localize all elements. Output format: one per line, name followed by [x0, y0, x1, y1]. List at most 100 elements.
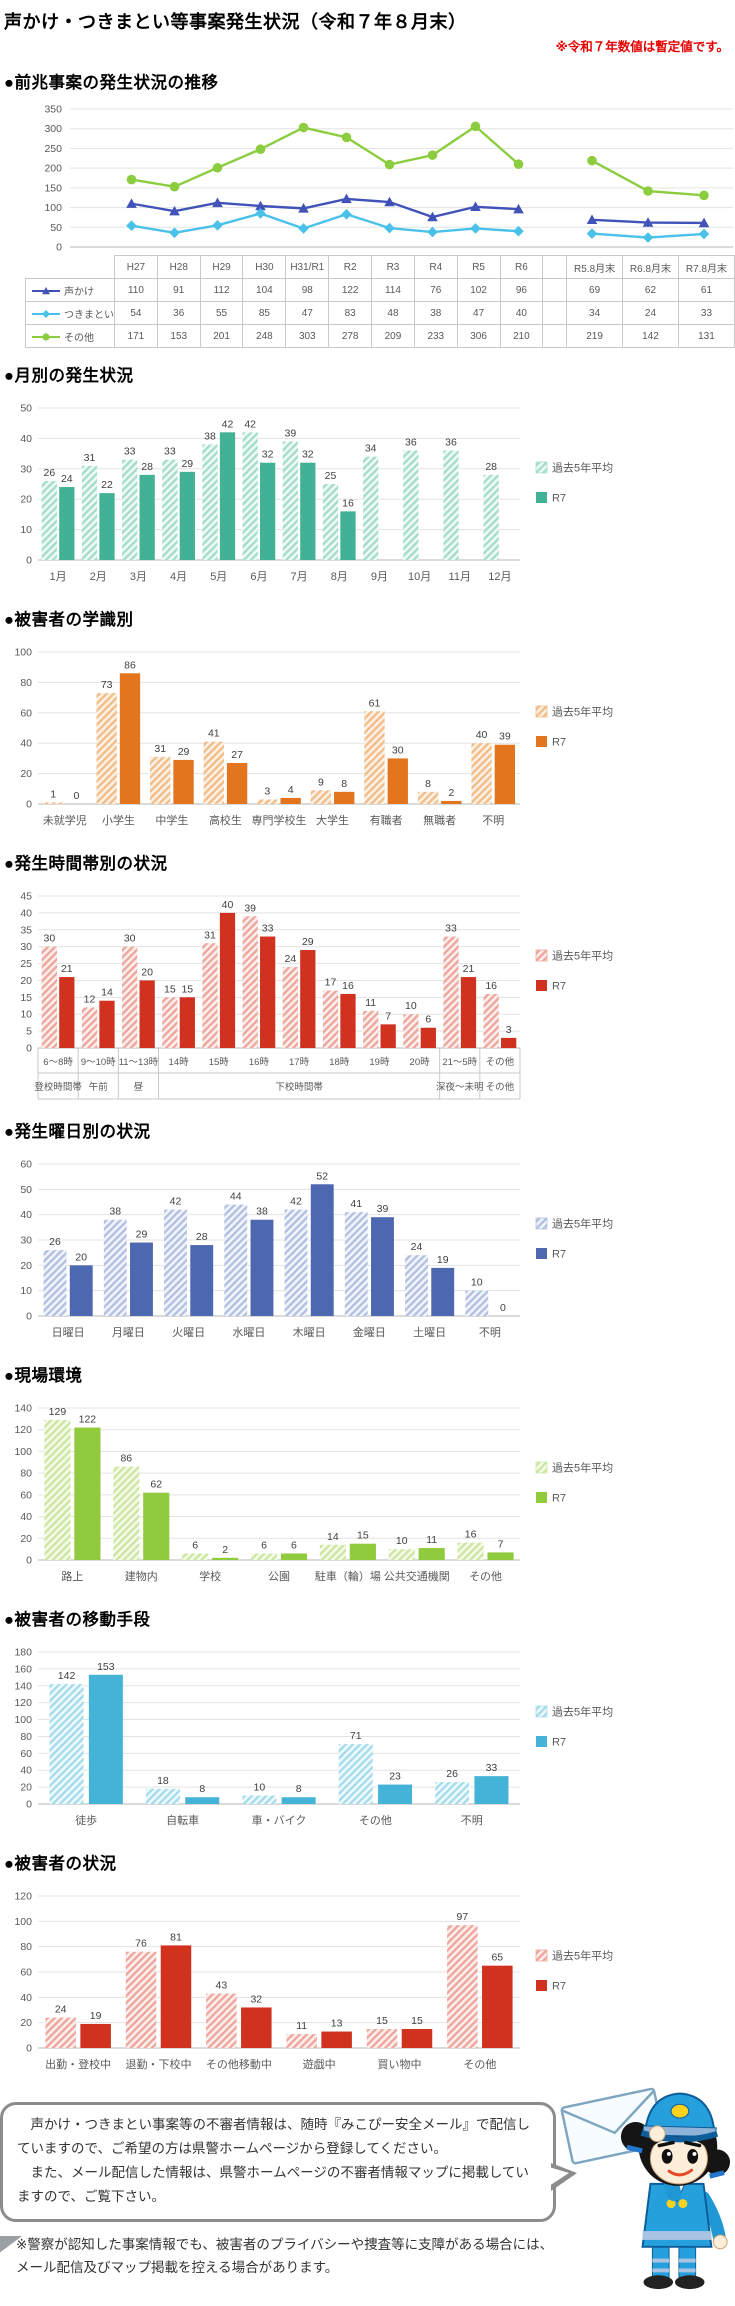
value-cell: 278: [328, 324, 373, 348]
svg-text:10: 10: [396, 1535, 408, 1547]
svg-text:13: 13: [331, 2018, 343, 2030]
bar: [44, 1419, 71, 1560]
bar: [139, 980, 155, 1048]
bar: [242, 432, 258, 560]
bar: [280, 1553, 308, 1560]
value-cell: 110: [114, 278, 158, 302]
bar: [190, 1245, 214, 1316]
value-cell: 76: [413, 278, 458, 302]
svg-text:6: 6: [261, 1539, 267, 1551]
bar: [321, 2031, 352, 2048]
bar: [122, 459, 138, 560]
bar: [284, 1209, 308, 1316]
svg-text:小学生: 小学生: [102, 813, 135, 827]
svg-text:120: 120: [14, 1697, 32, 1709]
trend-col-header: H27: [114, 255, 158, 279]
bar: [202, 444, 218, 560]
svg-text:6月: 6月: [250, 571, 267, 583]
svg-text:33: 33: [164, 446, 176, 458]
svg-text:20: 20: [20, 1782, 32, 1794]
svg-text:50: 50: [20, 403, 32, 415]
svg-text:33: 33: [124, 446, 136, 458]
svg-text:6: 6: [291, 1539, 297, 1551]
svg-text:7: 7: [498, 1538, 504, 1550]
svg-text:120: 120: [14, 1424, 32, 1436]
trend-col-header: R5: [456, 255, 501, 279]
svg-text:60: 60: [20, 1159, 32, 1171]
svg-text:路上: 路上: [61, 1570, 83, 1583]
bar: [122, 946, 138, 1048]
monthly-bar-chart: 0 10 20 30 40 50 26 31 33 33 38 42 39 25 34 36 36 28 24 22 2…: [0, 392, 735, 592]
value-cell: 112: [199, 278, 244, 302]
svg-text:39: 39: [377, 1203, 389, 1215]
svg-text:100: 100: [14, 647, 32, 659]
series-label: その他: [25, 324, 115, 348]
bar: [150, 756, 171, 804]
svg-text:8: 8: [296, 1783, 302, 1795]
svg-text:日曜日: 日曜日: [52, 1326, 85, 1339]
svg-text:R7: R7: [552, 981, 566, 993]
svg-text:土曜日: 土曜日: [413, 1326, 446, 1339]
trend-col-header: R5.8月末: [566, 255, 624, 279]
bar: [363, 456, 379, 560]
svg-text:木曜日: 木曜日: [293, 1326, 326, 1339]
bar: [483, 474, 499, 560]
value-cell: 209: [371, 324, 415, 348]
section-heading-location: ●現場環境: [4, 1367, 83, 1385]
value-cell: [542, 278, 568, 302]
svg-text:R7: R7: [552, 1249, 566, 1261]
bar: [173, 759, 194, 804]
svg-text:39: 39: [285, 427, 297, 439]
time-band-bar-chart: 0 5 10 15 20 25 30 35 40 45 30 12 30 15 31 39 24 17 11 10 33…: [0, 880, 735, 1104]
trend-col-header: R6: [499, 255, 544, 279]
section-heading-weekday: ●発生曜日別の状況: [4, 1123, 151, 1141]
bar: [483, 993, 499, 1048]
bar: [119, 673, 141, 804]
svg-text:10: 10: [254, 1782, 266, 1794]
svg-text:97: 97: [457, 1911, 469, 1923]
trend-col-header: [542, 255, 568, 279]
bar: [224, 1204, 248, 1316]
bar: [388, 1549, 415, 1560]
bar: [310, 1184, 334, 1316]
bar: [242, 1795, 277, 1804]
bar: [378, 1784, 413, 1804]
svg-text:過去5年平均: 過去5年平均: [552, 1705, 613, 1719]
bar: [443, 936, 459, 1048]
bar: [435, 1782, 470, 1804]
svg-text:学校: 学校: [199, 1569, 221, 1583]
svg-text:16時: 16時: [249, 1057, 270, 1068]
svg-text:下校時間帯: 下校時間帯: [275, 1081, 323, 1093]
svg-text:16: 16: [465, 1529, 477, 1541]
svg-text:2月: 2月: [90, 571, 107, 583]
value-cell: [542, 301, 568, 325]
svg-text:10: 10: [20, 524, 32, 536]
section-school-level: ●被害者の学識別 0 20 40 60 80 100 1 73 31 41 3 9 61 8 40 0 86 29…: [0, 606, 735, 836]
svg-text:8: 8: [425, 778, 431, 790]
table-row: 声かけ 110 91 112 104 98 122 114 76 102 96 69 62 61: [25, 278, 735, 302]
svg-text:有職者: 有職者: [370, 813, 403, 827]
bar: [447, 1925, 478, 2048]
legend-swatch-current: [536, 980, 547, 991]
series-label: 声かけ: [25, 278, 115, 302]
svg-text:29: 29: [178, 746, 190, 758]
legend-swatch-average: [535, 461, 548, 474]
svg-text:10: 10: [471, 1277, 483, 1289]
svg-text:22: 22: [101, 479, 113, 491]
svg-text:36: 36: [445, 437, 457, 449]
svg-text:20: 20: [20, 975, 32, 987]
legend-swatch-average: [535, 1949, 548, 1962]
bar: [286, 2034, 317, 2048]
bar: [401, 2029, 433, 2048]
bar: [501, 1037, 517, 1048]
svg-text:その他: その他: [486, 1056, 515, 1068]
value-cell: 38: [413, 301, 458, 325]
svg-text:7: 7: [385, 1010, 391, 1022]
svg-text:100: 100: [14, 1916, 32, 1928]
svg-text:300: 300: [44, 123, 62, 135]
bar: [349, 1543, 376, 1560]
svg-text:5: 5: [26, 1026, 32, 1038]
svg-text:10: 10: [405, 1000, 417, 1012]
legend-swatch-average: [535, 1217, 548, 1230]
bar: [125, 1951, 157, 2048]
